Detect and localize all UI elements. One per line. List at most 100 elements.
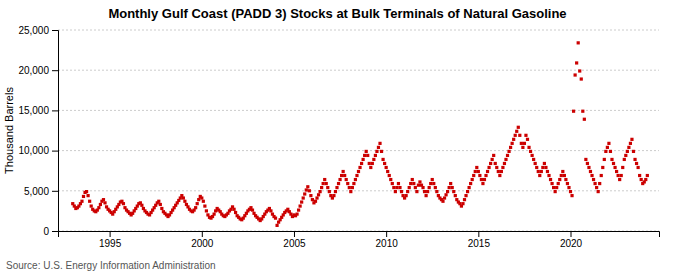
point <box>549 178 552 181</box>
y-tick: 15,000 <box>18 105 58 116</box>
point <box>122 202 125 205</box>
point <box>431 178 434 181</box>
point <box>160 207 163 210</box>
point <box>397 182 400 185</box>
point <box>584 158 587 161</box>
point <box>318 190 321 193</box>
point <box>529 150 532 153</box>
point <box>474 170 477 173</box>
chart: 19952000200520102015202005,00010,00015,0… <box>0 0 675 275</box>
point <box>418 180 421 183</box>
point <box>491 158 494 161</box>
x-tick-label: 2015 <box>468 238 491 249</box>
point <box>408 186 411 189</box>
point <box>535 166 538 169</box>
point <box>589 170 592 173</box>
point <box>481 182 484 185</box>
point <box>495 166 498 169</box>
point <box>563 174 566 177</box>
point <box>574 73 577 76</box>
point <box>640 178 643 181</box>
point <box>498 174 501 177</box>
point <box>275 224 278 227</box>
point <box>544 166 547 169</box>
point <box>606 146 609 149</box>
point <box>572 110 575 113</box>
point <box>446 190 449 193</box>
point <box>362 158 365 161</box>
x-tick: 1995 <box>99 231 122 249</box>
point <box>497 170 500 173</box>
point <box>412 182 415 185</box>
point <box>300 200 303 203</box>
x-axis-line <box>59 232 660 238</box>
point <box>472 174 475 177</box>
grid <box>58 30 659 231</box>
point <box>595 186 598 189</box>
point <box>411 178 414 181</box>
y-grid-line <box>58 30 659 31</box>
point <box>102 198 105 201</box>
x-tick: 2015 <box>468 231 491 249</box>
y-tick: 25,000 <box>18 25 58 36</box>
point <box>557 182 560 185</box>
y-tick-mark <box>52 151 58 152</box>
point <box>646 174 649 177</box>
y-tick: 5,000 <box>24 186 58 197</box>
point <box>592 178 595 181</box>
point <box>601 166 604 169</box>
point <box>512 138 515 141</box>
point <box>538 174 541 177</box>
point <box>322 182 325 185</box>
point <box>494 162 497 165</box>
point <box>90 204 93 207</box>
y-tick-label: 5,000 <box>24 186 49 197</box>
x-tick-mark <box>202 231 203 237</box>
point <box>309 194 312 197</box>
point <box>564 178 567 181</box>
point <box>346 182 349 185</box>
point <box>80 200 83 203</box>
y-tick-mark <box>52 191 58 192</box>
point <box>374 154 377 157</box>
point <box>368 162 371 165</box>
point <box>597 190 600 193</box>
point <box>635 162 638 165</box>
point <box>527 146 530 149</box>
point <box>514 134 517 137</box>
point <box>566 182 569 185</box>
point <box>569 190 572 193</box>
point <box>159 203 162 206</box>
point <box>351 186 354 189</box>
point <box>383 162 386 165</box>
point <box>297 208 300 211</box>
y-grid-line <box>58 190 659 191</box>
point <box>638 174 641 177</box>
point <box>615 170 618 173</box>
point <box>477 170 480 173</box>
point <box>518 134 521 137</box>
point <box>429 182 432 185</box>
y-tick: 0 <box>43 226 58 237</box>
point <box>432 182 435 185</box>
point <box>389 178 392 181</box>
point <box>547 174 550 177</box>
x-tick: 2020 <box>560 231 583 249</box>
point <box>463 198 466 201</box>
x-tick-mark <box>110 231 111 237</box>
point <box>583 118 586 121</box>
point <box>587 166 590 169</box>
x-tick-label: 2000 <box>191 238 214 249</box>
point <box>612 162 615 165</box>
point <box>308 189 311 192</box>
point <box>590 174 593 177</box>
point <box>480 178 483 181</box>
point <box>558 178 561 181</box>
point <box>82 195 85 198</box>
point <box>320 186 323 189</box>
point <box>295 213 298 216</box>
point <box>205 209 208 212</box>
point <box>554 190 557 193</box>
point <box>349 190 352 193</box>
y-axis-line <box>52 31 59 232</box>
